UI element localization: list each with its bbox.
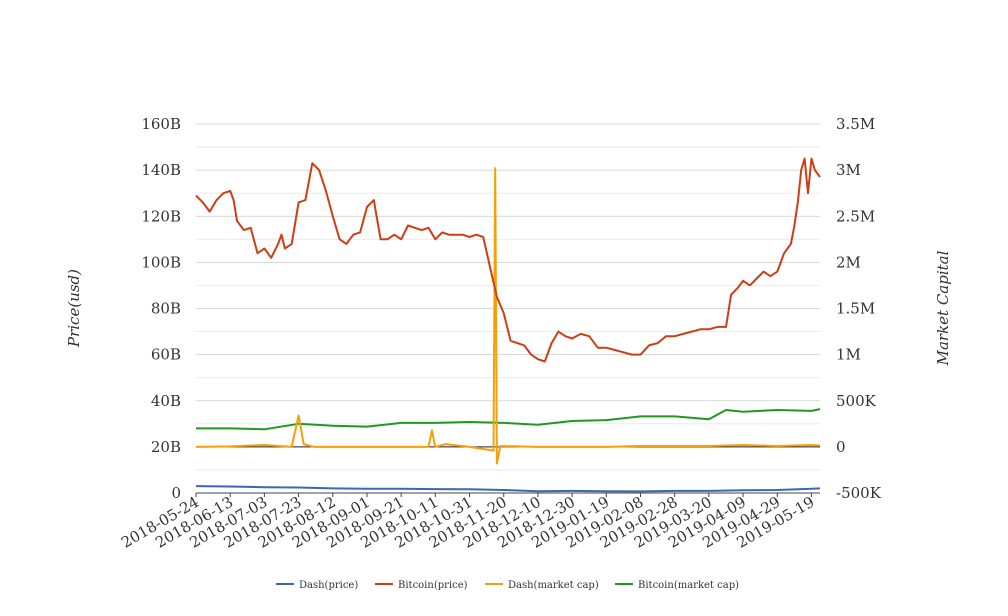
y-left-tick-label: 40B: [151, 392, 181, 410]
series-line-bitcoin-market-cap: [196, 408, 821, 431]
legend-label: Bitcoin(market cap): [638, 580, 739, 591]
y-right-tick-label: 3M: [836, 161, 861, 179]
y-left-tick-label: 100B: [141, 253, 181, 271]
y-left-tick-label: 0: [171, 484, 181, 502]
y-left-tick-label: 160B: [141, 115, 181, 133]
y-right-tick-label: 500K: [836, 392, 877, 410]
right-axis-title: Market Capital: [934, 250, 952, 366]
y-left-tick-label: 20B: [151, 438, 181, 456]
left-axis-title: Price(usd): [65, 269, 83, 348]
y-right-tick-label: 2M: [836, 253, 861, 271]
x-axis-ticks: 2018-05-242018-06-132018-07-032018-07-23…: [118, 493, 817, 552]
y-right-tick-label: 2.5M: [836, 207, 875, 225]
y-left-tick-label: 80B: [151, 300, 181, 318]
y-right-tick-label: -500K: [836, 484, 882, 502]
legend-label: Dash(price): [299, 580, 358, 591]
y-right-tick-label: 0: [836, 438, 846, 456]
y-right-tick-label: 1M: [836, 346, 861, 364]
y-right-tick-label: 3.5M: [836, 115, 875, 133]
left-axis-ticks: 0 20B 40B 60B 80B 100B 120B 140B 160B: [141, 115, 181, 502]
y-left-tick-label: 60B: [151, 346, 181, 364]
y-right-tick-label: 1.5M: [836, 300, 875, 318]
series-line-dash-market-cap: [195, 167, 821, 465]
chart-grid: [196, 123, 820, 494]
series-line-dash-price: [195, 485, 821, 493]
chart-legend: Dash(price) Bitcoin(price) Dash(market cap…: [276, 580, 739, 591]
series-line-bitcoin-price: [195, 157, 821, 363]
y-left-tick-label: 120B: [141, 207, 181, 225]
legend-label: Dash(market cap): [508, 580, 599, 591]
legend-label: Bitcoin(price): [398, 580, 468, 591]
y-left-tick-label: 140B: [141, 161, 181, 179]
series-layer: [195, 157, 821, 493]
right-axis-ticks: -500K 0 500K 1M 1.5M 2M 2.5M 3M 3.5M: [836, 115, 882, 502]
